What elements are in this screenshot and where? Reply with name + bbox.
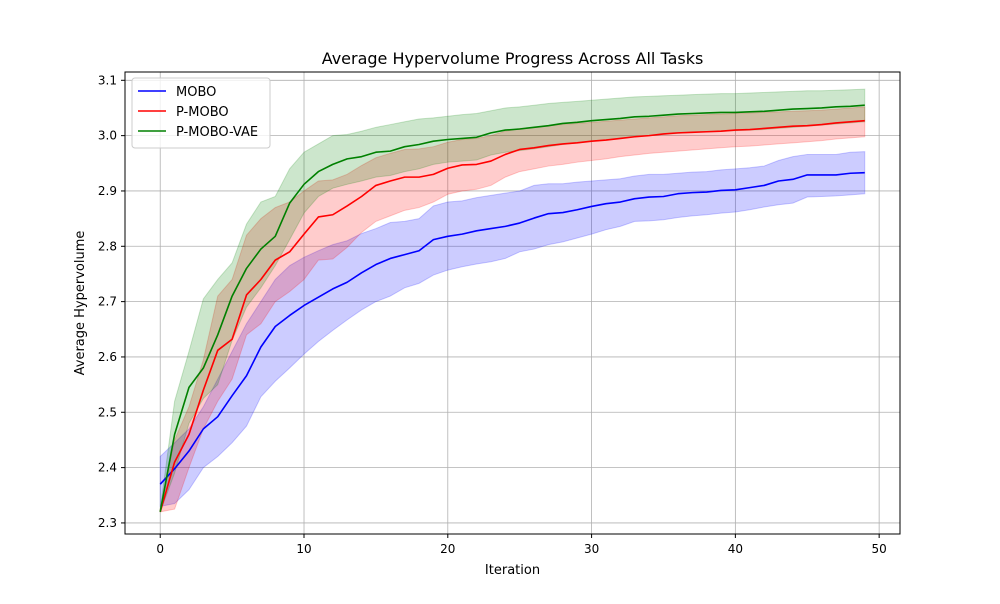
x-tick-label: 50 [872, 542, 887, 556]
grid-lines [125, 72, 900, 534]
legend-label: MOBO [176, 85, 216, 100]
band-p-mobo-vae [159, 88, 866, 513]
line-mobo [159, 171, 865, 485]
line-p-mobo [159, 119, 865, 513]
legend-label: P-MOBO [176, 105, 229, 120]
x-tick-label: 30 [584, 542, 599, 556]
band-mobo [159, 151, 866, 507]
legend: MOBO P-MOBO P-MOBO-VAE [131, 77, 271, 149]
y-tick-label: 2.7 [98, 295, 117, 309]
y-tick-label: 2.6 [98, 350, 117, 364]
legend-label: P-MOBO-VAE [176, 125, 258, 140]
y-tick-label: 3.0 [98, 129, 117, 143]
series-lines [159, 104, 865, 513]
y-tick-label: 2.3 [98, 516, 117, 530]
x-tick-label: 0 [156, 542, 164, 556]
band-p-mobo [159, 106, 866, 513]
x-axis-ticks: 0 10 20 30 40 50 [156, 534, 887, 556]
y-tick-label: 2.8 [98, 239, 117, 253]
plot-area-frame [124, 71, 901, 535]
x-tick-label: 20 [440, 542, 455, 556]
x-tick-label: 40 [728, 542, 743, 556]
x-tick-label: 10 [296, 542, 311, 556]
chart-title: Average Hypervolume Progress Across All … [322, 49, 704, 68]
y-axis-ticks: 2.3 2.4 2.5 2.6 2.7 2.8 2.9 3.0 3.1 [98, 73, 125, 530]
confidence-bands [159, 88, 866, 513]
y-tick-label: 3.1 [98, 73, 117, 87]
y-tick-label: 2.4 [98, 461, 117, 475]
y-axis-label: Average Hypervolume [73, 231, 88, 376]
x-axis-label: Iteration [485, 563, 540, 578]
y-tick-label: 2.9 [98, 184, 117, 198]
line-p-mobo-vae [159, 104, 865, 513]
legend-box [131, 77, 271, 149]
y-tick-label: 2.5 [98, 405, 117, 419]
